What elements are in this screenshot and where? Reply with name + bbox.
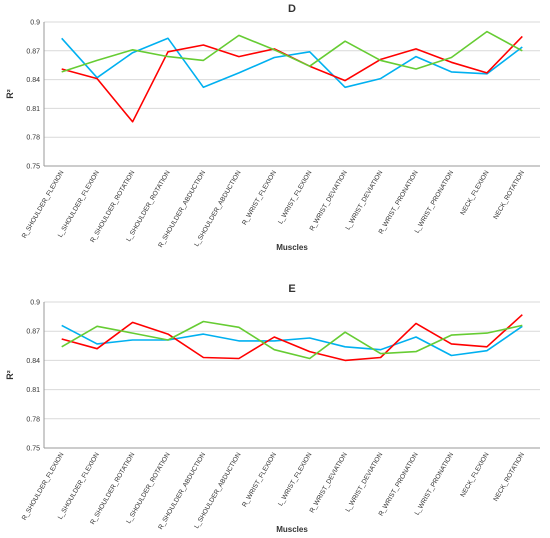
y-tick-label: 0.78 xyxy=(26,135,40,142)
x-tick-label: L_WRIST_DEVIATION xyxy=(345,451,385,513)
y-tick-label: 0.78 xyxy=(26,416,40,423)
x-tick-label: NECK_FLEXION xyxy=(459,451,490,498)
x-tick-label: L_WRIST_PRONATION xyxy=(414,451,456,516)
chart-panel-d: D 0.75 0.78 0.81 0.84 0.87 0.9 R_SHOULDER_FLEXI… xyxy=(5,3,540,252)
x-tick-label: L_WRIST_FLEXION xyxy=(277,451,313,507)
x-axis-label: Muscles xyxy=(276,243,308,252)
y-tick-label: 0.87 xyxy=(26,48,40,55)
x-tick-label: NECK_FLEXION xyxy=(459,169,490,216)
x-tick-label: R_WRIST_PRONATION xyxy=(378,169,420,235)
y-tick-label: 0.87 xyxy=(26,329,40,336)
y-axis-label: R² xyxy=(5,89,15,99)
x-tick-label: R_WRIST_DEVIATION xyxy=(309,169,349,232)
x-tick-label: R_SHOULDER_FLEXION xyxy=(21,451,66,521)
line-chart-e: E 0.75 0.78 0.81 0.84 0.87 0.9 R_SHOULDER_FLEXI… xyxy=(5,283,540,534)
x-tick-label: L_WRIST_FLEXION xyxy=(277,169,313,225)
y-tick-label: 0.81 xyxy=(26,387,40,394)
x-tick-label: R_WRIST_DEVIATION xyxy=(309,451,349,514)
line-chart-d: D 0.75 0.78 0.81 0.84 0.87 0.9 R_SHOULDER_FLEXI… xyxy=(5,3,540,252)
chart-title: D xyxy=(288,3,296,15)
series-line-2 xyxy=(61,30,523,73)
x-tick-label: L_WRIST_DEVIATION xyxy=(345,169,385,231)
series-line-2 xyxy=(61,320,523,360)
y-tick-label: 0.75 xyxy=(26,446,40,453)
series-line-0 xyxy=(61,324,523,357)
y-tick-label: 0.75 xyxy=(26,164,40,171)
x-tick-label: R_SHOULDER_FLEXION xyxy=(21,169,66,239)
x-tick-label: L_SHOULDER_FLEXION xyxy=(57,451,101,520)
y-tick-label: 0.9 xyxy=(30,300,40,307)
y-tick-label: 0.81 xyxy=(26,106,40,113)
series-line-1 xyxy=(61,314,523,362)
x-tick-label: NECK_ROTATION xyxy=(492,451,526,502)
x-tick-label: L_SHOULDER_FLEXION xyxy=(57,169,101,238)
x-tick-label: R_WRIST_FLEXION xyxy=(241,169,278,226)
x-tick-label: R_WRIST_FLEXION xyxy=(241,451,278,508)
chart-panel-e: E 0.75 0.78 0.81 0.84 0.87 0.9 R_SHOULDER_FLEXI… xyxy=(0,270,550,538)
x-tick-label: L_WRIST_PRONATION xyxy=(414,169,456,234)
y-axis-label: R² xyxy=(5,370,15,380)
x-tick-label: R_WRIST_PRONATION xyxy=(378,451,420,517)
y-tick-label: 0.84 xyxy=(26,77,40,84)
chart-title: E xyxy=(288,283,295,295)
y-tick-label: 0.84 xyxy=(26,358,40,365)
x-axis-label: Muscles xyxy=(276,525,308,534)
x-tick-label: NECK_ROTATION xyxy=(492,169,526,220)
y-tick-label: 0.9 xyxy=(30,20,40,27)
